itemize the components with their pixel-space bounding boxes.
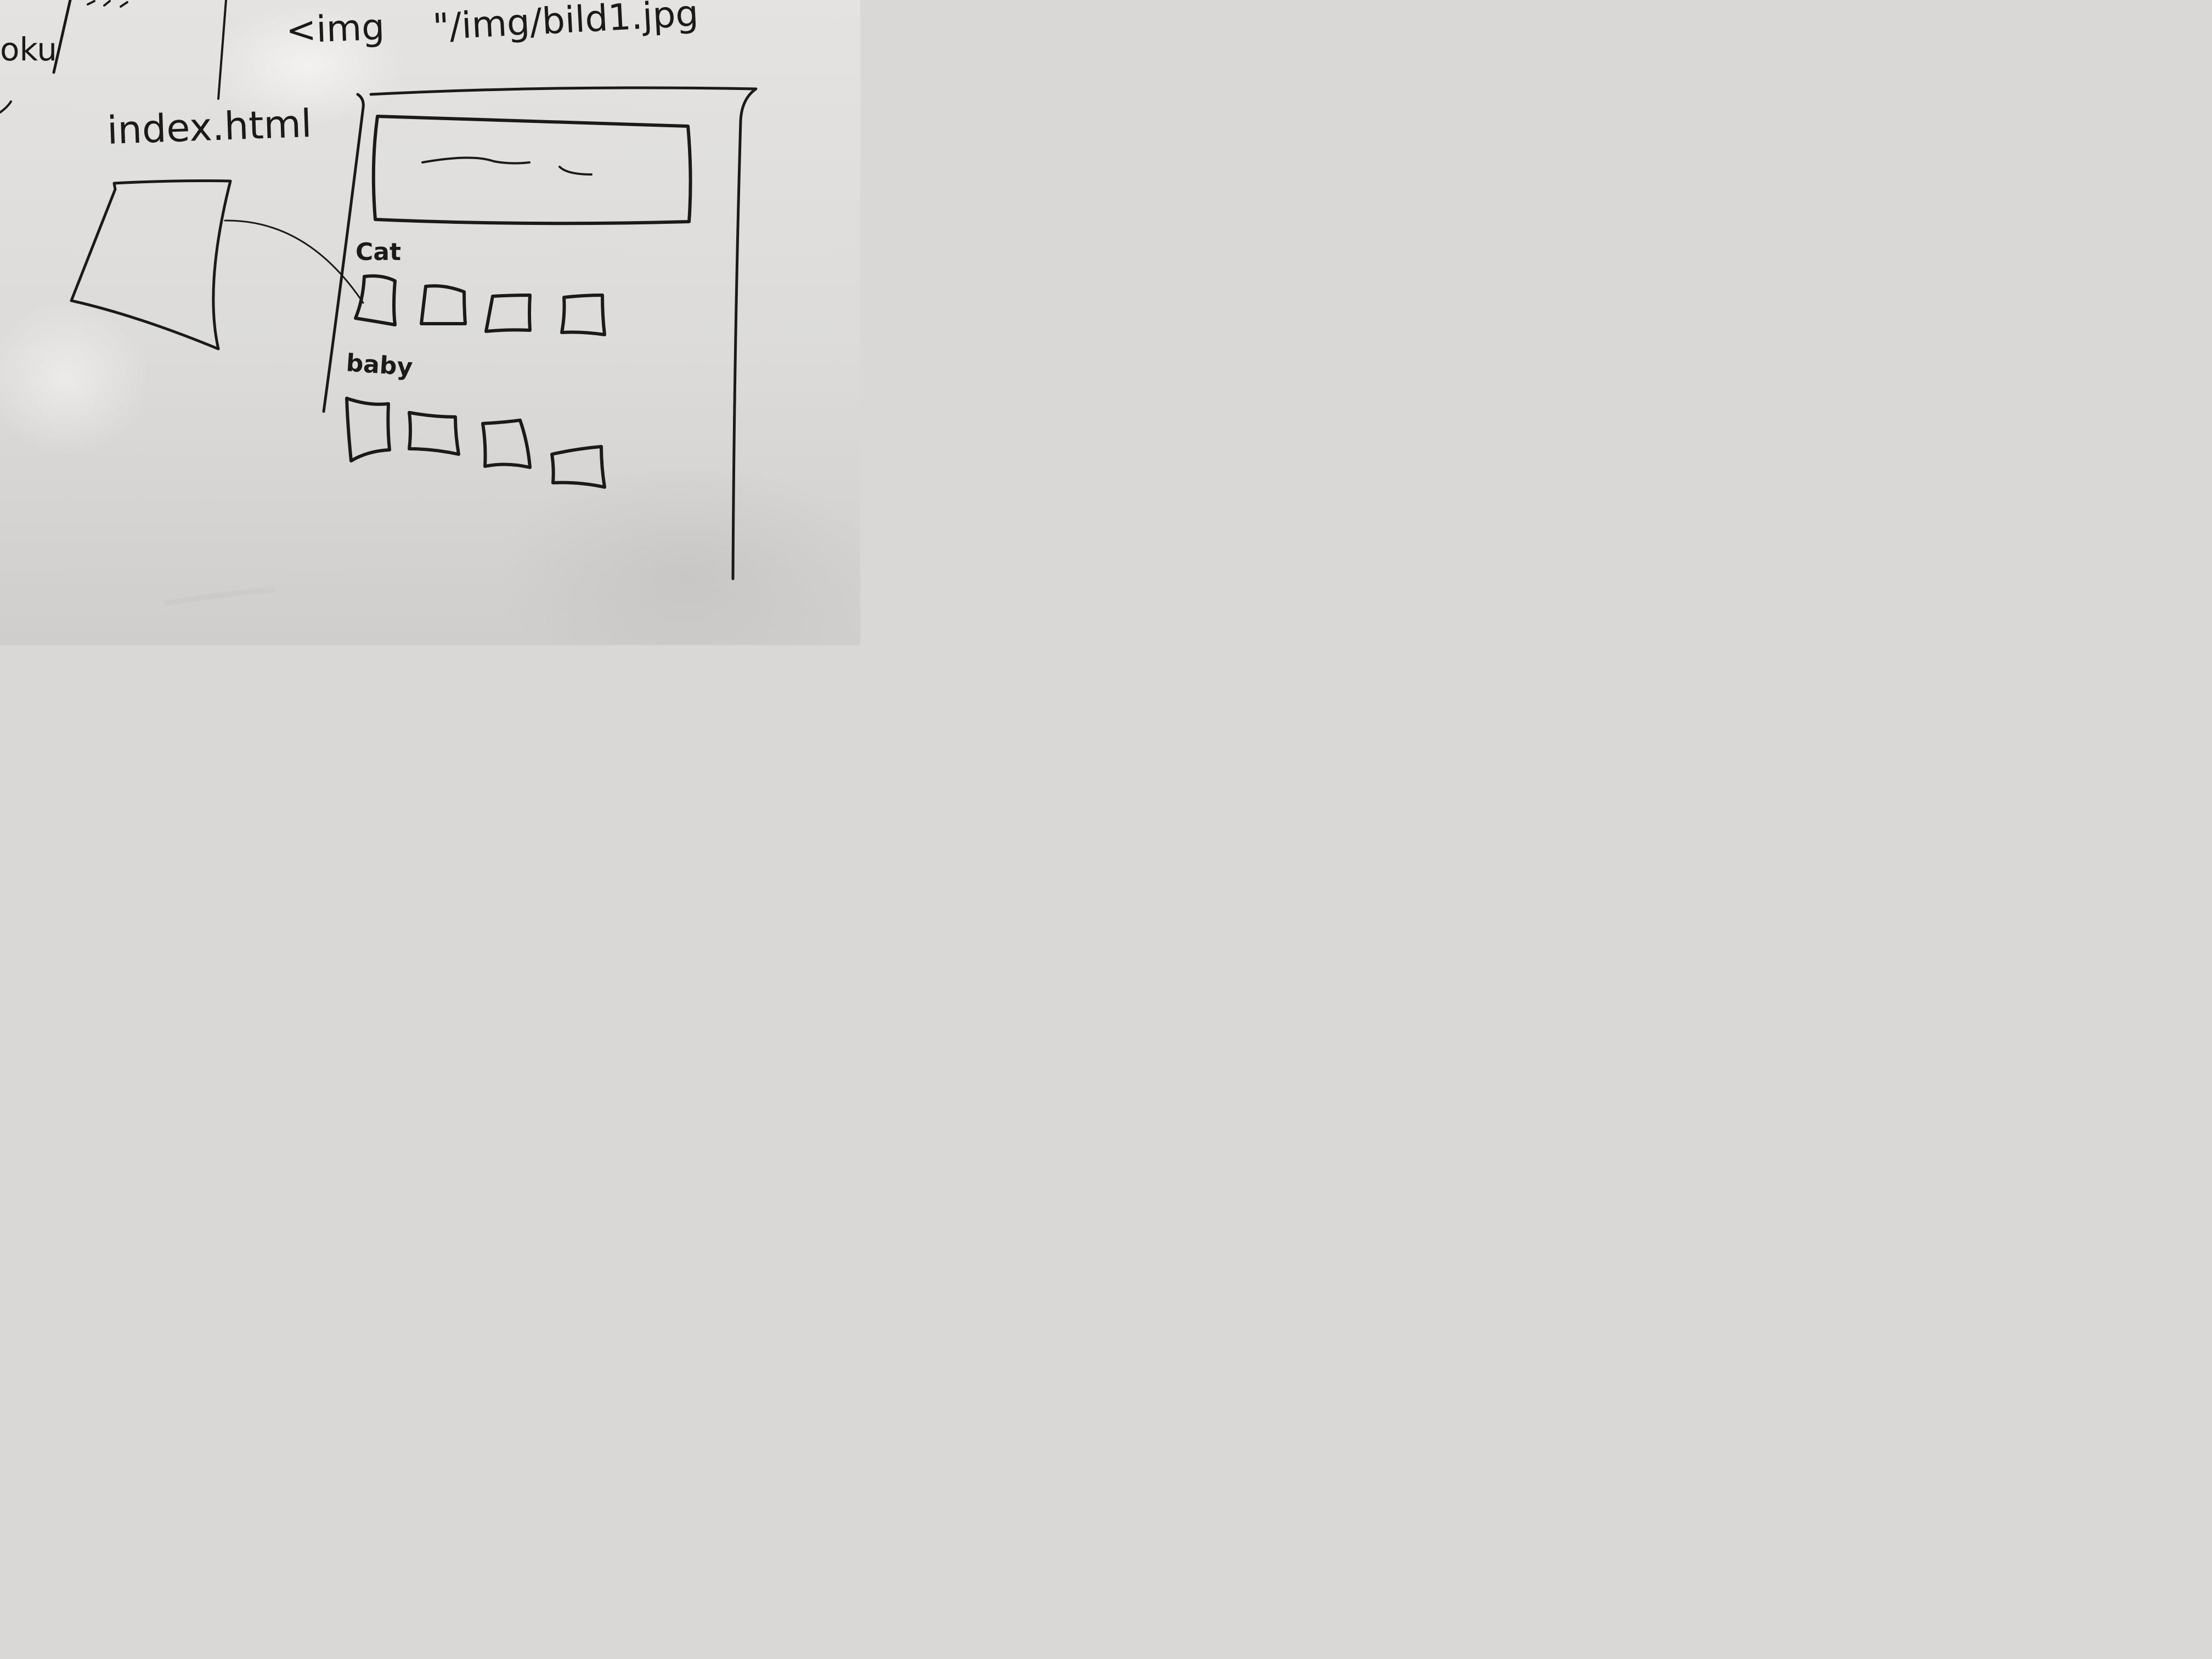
header-scribble-long — [421, 156, 531, 165]
top-left-fragment: oku — [0, 31, 57, 68]
page-left-edge — [322, 93, 365, 413]
image-sketch-box — [70, 179, 232, 351]
connector-line — [224, 219, 364, 304]
thumbnail — [484, 294, 532, 333]
thumbnail — [420, 284, 467, 325]
img-tag-text: <img — [285, 6, 385, 52]
margin-line-left — [52, 0, 72, 74]
thumbnail — [550, 445, 606, 489]
header-scribble-short — [558, 166, 592, 176]
eraser-smudge — [164, 587, 275, 606]
row-1-thumbnails — [354, 274, 606, 336]
margin-line-right — [217, 0, 227, 100]
partial-text-top — [87, 0, 128, 8]
section-2-label: baby — [345, 349, 414, 381]
thumbnail — [354, 274, 397, 326]
thumbnail — [345, 397, 391, 462]
page-right-edge — [369, 86, 758, 580]
top-left-remnants — [0, 0, 227, 114]
img-path-text: "/img/bild1.jpg — [432, 0, 699, 48]
file-label: index.html — [106, 101, 313, 153]
header-box — [371, 115, 692, 225]
whiteboard-sketch: oku <img "/img/bild1.jpg index.html Cat … — [0, 0, 758, 606]
section-1-label: Cat — [356, 238, 401, 266]
partial-mark-left — [0, 100, 12, 114]
whiteboard: oku <img "/img/bild1.jpg index.html Cat … — [0, 0, 860, 645]
row-2-thumbnails — [345, 397, 606, 489]
thumbnail — [408, 411, 460, 456]
thumbnail — [481, 419, 532, 469]
thumbnail — [560, 294, 606, 336]
